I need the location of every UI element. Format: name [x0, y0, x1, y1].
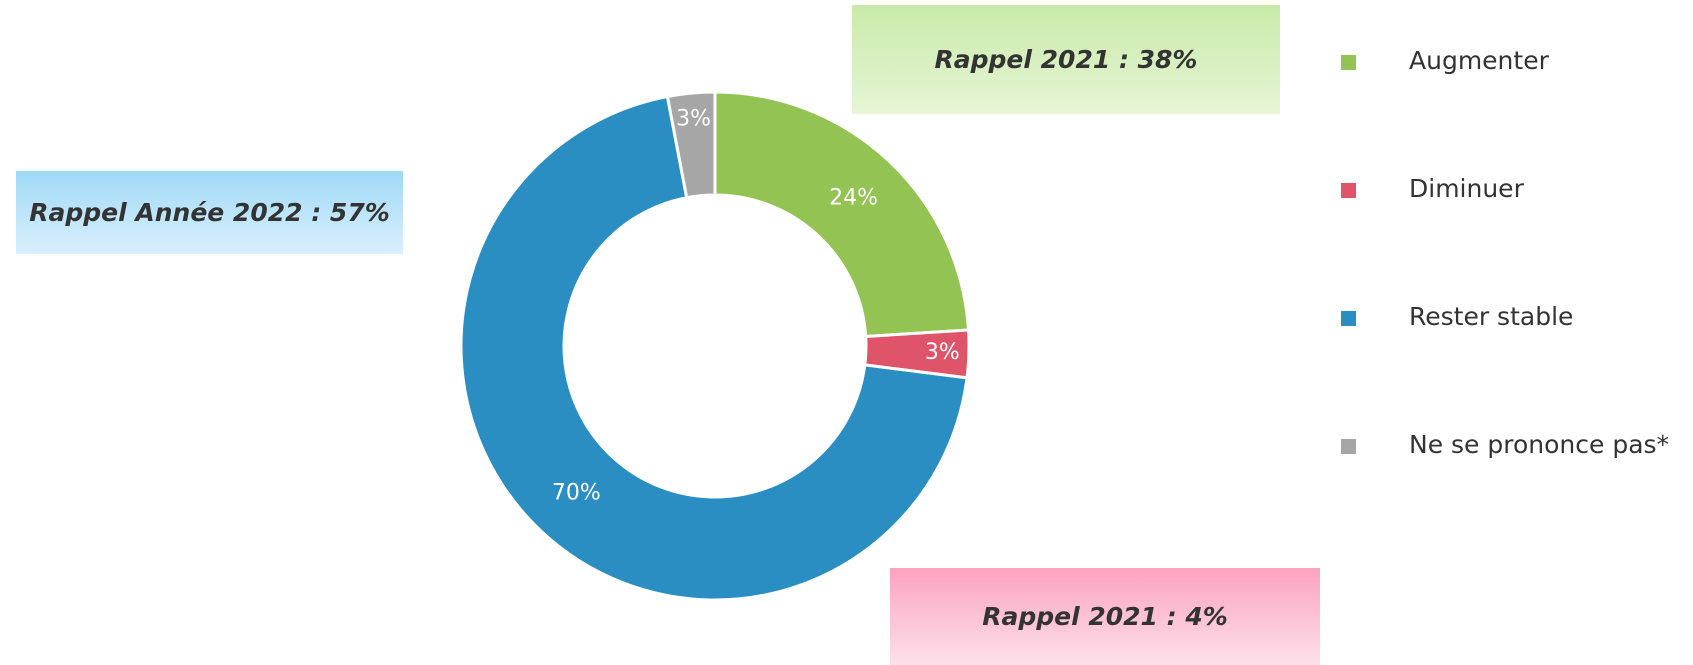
data-label: 24%	[829, 185, 878, 210]
donut-segment	[713, 90, 971, 339]
annotation: Rappel 2021 : 38%	[852, 5, 1280, 114]
data-label: 3%	[925, 340, 960, 365]
annotation: Rappel Année 2022 : 57%	[16, 171, 403, 254]
legend-label: Rester stable	[1409, 302, 1573, 331]
legend-swatch	[1341, 439, 1356, 454]
data-label: 3%	[676, 107, 711, 132]
annotation: Rappel 2021 : 4%	[890, 568, 1320, 665]
legend-label: Ne se prononce pas*	[1409, 430, 1669, 459]
donut-segment	[665, 90, 717, 200]
legend-label: Diminuer	[1409, 174, 1525, 203]
donut-segment	[459, 94, 969, 602]
legend-swatch	[1341, 311, 1356, 326]
data-label: 70%	[552, 481, 601, 506]
legend-label: Augmenter	[1409, 46, 1550, 75]
legend-swatch	[1341, 183, 1356, 198]
legend-swatch	[1341, 55, 1356, 70]
